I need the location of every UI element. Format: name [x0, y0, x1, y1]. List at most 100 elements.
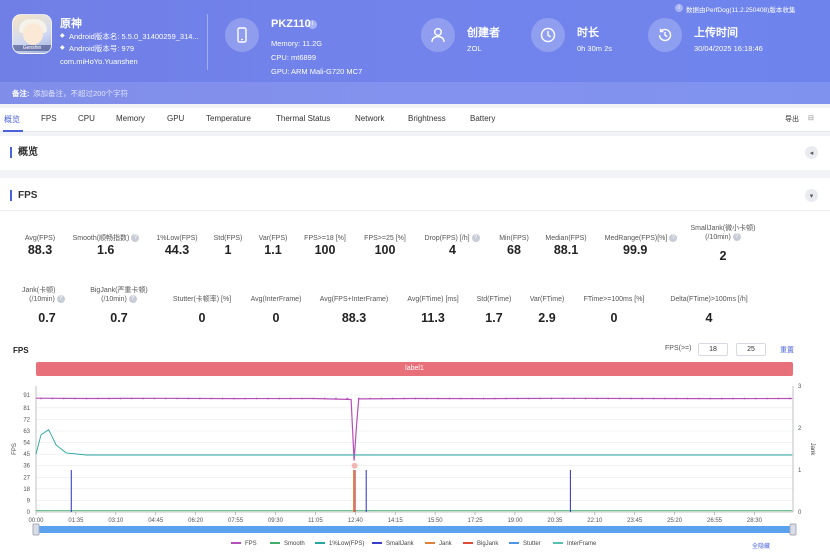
x-tick-label: 28:30 — [747, 518, 763, 524]
duration-value: 0h 30m 2s — [577, 44, 613, 53]
tab-brightness[interactable]: Brightness — [408, 114, 446, 123]
fps-marker — [505, 397, 508, 400]
fps-line-chart[interactable]: 0 9 18 27 36 45 54 63 72 81 91 0 1 2 3 FPS Jank 00:00 01:3… — [0, 378, 830, 540]
collapse-left-icon[interactable]: ◂ — [805, 146, 818, 159]
fps-marker — [539, 397, 542, 400]
y2-tick-label: 1 — [798, 468, 802, 474]
reset-button[interactable]: 重置 — [780, 347, 794, 354]
fps-marker — [391, 397, 394, 400]
fps-marker — [289, 397, 292, 400]
android-icon-2: ◆ — [60, 45, 65, 51]
fps-marker — [414, 397, 417, 400]
help-icon[interactable]: ? — [131, 234, 140, 243]
tab-memory[interactable]: Memory — [116, 114, 145, 123]
help-icon[interactable]: ? — [471, 234, 480, 243]
android-icon: ◆ — [60, 33, 65, 39]
x-tick-label: 00:00 — [28, 518, 44, 524]
fps-marker — [459, 397, 462, 400]
help-icon[interactable]: ? — [128, 295, 137, 304]
note-input[interactable]: 添加备注，不超过200个字符 — [33, 89, 129, 98]
y2-tick-label: 2 — [798, 426, 802, 432]
fps-marker — [686, 397, 689, 400]
note-label: 备注: — [12, 89, 30, 98]
legend-stutter[interactable]: Stutter — [509, 541, 541, 547]
threshold-input-1[interactable] — [698, 343, 728, 356]
tab-cpu[interactable]: CPU — [78, 114, 95, 123]
info-icon[interactable]: i — [308, 20, 317, 29]
fps-marker — [267, 397, 269, 400]
stat-avg-ftime: Avg(FTime) [ms] 11.3 — [407, 296, 459, 325]
help-icon[interactable]: ? — [669, 234, 678, 243]
y-tick-label: 63 — [23, 429, 30, 435]
fps-marker — [573, 397, 576, 400]
export-icon[interactable]: ⊟ — [808, 115, 814, 122]
fps-marker — [221, 397, 224, 400]
help-icon[interactable]: ? — [732, 233, 741, 242]
x-tick-label: 11:05 — [308, 518, 323, 524]
legend-interframe[interactable]: InterFrame — [553, 541, 596, 547]
fps-marker — [607, 397, 610, 400]
legend-smooth[interactable]: Smooth — [270, 541, 305, 547]
y-tick-label: 18 — [23, 487, 30, 493]
fps-marker — [720, 397, 723, 400]
source-info-icon: i — [675, 4, 683, 12]
fps-marker — [312, 397, 315, 400]
tab-gpu[interactable]: GPU — [167, 114, 185, 123]
hide-all-button[interactable]: 全隐藏 — [752, 544, 771, 550]
help-icon[interactable]: ? — [56, 295, 65, 304]
legend-1pct-low[interactable]: 1%Low(FPS) — [315, 541, 364, 547]
fps-marker — [74, 397, 76, 400]
stat-medrange: MedRange(FPS)[%]? 99.9 — [601, 234, 681, 257]
fps-marker — [142, 397, 145, 400]
device-cpu: CPU: mt6899 — [271, 53, 317, 62]
x-tick-label: 22:10 — [587, 518, 603, 524]
fps-marker — [108, 397, 111, 400]
upload-label: 上传时间 — [694, 27, 738, 39]
legend-smalljank[interactable]: SmallJank — [372, 541, 414, 547]
fps-marker — [482, 397, 485, 400]
tab-network[interactable]: Network — [355, 114, 385, 123]
fps-marker — [743, 397, 746, 400]
tab-thermal-status[interactable]: Thermal Status — [276, 114, 331, 123]
device-gpu: GPU: ARM Mali-G720 MC7 — [271, 67, 363, 76]
fps-marker — [346, 397, 349, 400]
fps-marker — [301, 397, 303, 400]
x-tick-label: 09:30 — [268, 518, 284, 524]
chart-title: FPS — [13, 346, 29, 355]
collapse-down-icon[interactable]: ▾ — [805, 189, 818, 202]
legend-bigjank[interactable]: BigJank — [463, 541, 498, 547]
fps-marker — [380, 397, 383, 400]
fps-marker — [85, 397, 88, 400]
y2-tick-label: 3 — [798, 384, 802, 390]
x-tick-label: 19:00 — [507, 518, 523, 524]
stat-stutter: Stutter(卡顿率) [%] 0 — [172, 296, 232, 325]
x-tick-label: 23:45 — [627, 518, 643, 524]
fps-marker — [357, 397, 360, 400]
fps-marker — [232, 397, 235, 400]
legend-fps[interactable]: FPS — [231, 541, 257, 547]
fps-marker — [153, 397, 156, 400]
upload-value: 30/04/2025 16:18:46 — [694, 44, 763, 53]
export-button[interactable]: 导出 — [785, 116, 799, 123]
tab-temperature[interactable]: Temperature — [206, 114, 251, 123]
tab-overview[interactable]: 概览 — [4, 115, 20, 124]
legend-jank[interactable]: Jank — [425, 541, 452, 547]
tab-battery[interactable]: Battery — [470, 114, 496, 123]
fps-marker — [595, 397, 598, 400]
stat-avg-fps-interframe: Avg(FPS+InterFrame) 88.3 — [319, 296, 389, 325]
y-tick-label: 81 — [23, 406, 30, 412]
jank-highlight — [351, 462, 358, 469]
fps-marker — [130, 397, 133, 400]
fps-marker — [51, 397, 54, 400]
clock-icon — [531, 18, 565, 52]
threshold-label: FPS(>=) — [665, 345, 692, 352]
fps-marker — [198, 397, 201, 400]
threshold-input-2[interactable] — [736, 343, 766, 356]
y-tick-label: 27 — [23, 475, 30, 481]
label-band[interactable]: label1 — [36, 362, 793, 376]
tab-fps[interactable]: FPS — [41, 114, 57, 123]
android-version-name: Android版本名: 5.5.0_31400259_314... — [69, 32, 199, 41]
label-band-text: label1 — [405, 365, 424, 372]
x-tick-label: 01:35 — [68, 518, 84, 524]
fps-marker — [62, 397, 65, 400]
